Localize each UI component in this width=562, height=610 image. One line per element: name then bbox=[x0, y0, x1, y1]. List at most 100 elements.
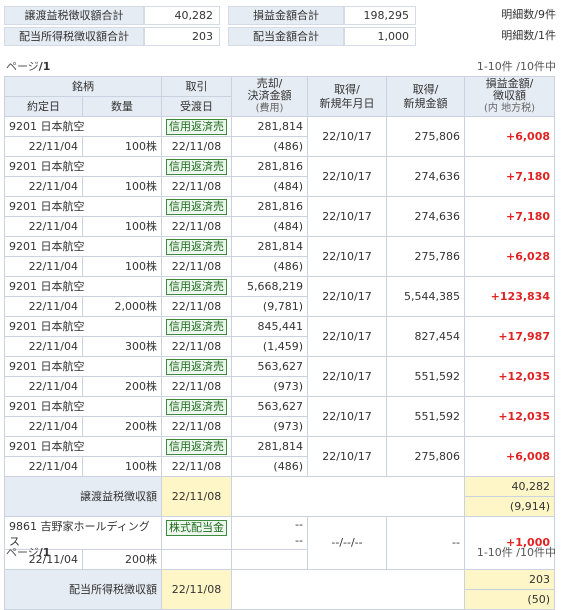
contract-date: 22/11/04 bbox=[4, 456, 83, 477]
summary-dividend-tax-value: 203 bbox=[144, 27, 220, 46]
dividend-qty: 200株 bbox=[82, 549, 162, 570]
contract-date: 22/11/04 bbox=[4, 336, 83, 357]
sell-amount: 281,814 bbox=[231, 436, 308, 457]
acq-amount: 551,592 bbox=[386, 396, 465, 437]
pager-top: ページ/1 bbox=[6, 58, 50, 74]
deal-type: 信用返済売 bbox=[161, 396, 232, 417]
header-qty: 数量 bbox=[82, 96, 162, 117]
fee-amount: (484) bbox=[231, 176, 308, 197]
table-row: 9201 日本航空 信用返済売 281,816 22/10/17 274,636… bbox=[4, 156, 555, 197]
pager-bottom: ページ/1 bbox=[6, 544, 50, 560]
table-row: 9201 日本航空 信用返済売 845,441 22/10/17 827,454… bbox=[4, 316, 555, 357]
transfer-tax-local: (9,914) bbox=[464, 496, 555, 517]
pager-page: /1 bbox=[38, 60, 51, 73]
table-row: 9201 日本航空 信用返済売 281,814 22/10/17 275,786… bbox=[4, 236, 555, 277]
brand-name[interactable]: 9201 日本航空 bbox=[4, 396, 162, 417]
contract-date: 22/11/04 bbox=[4, 216, 83, 237]
table-row-sub: 22/11/04 2,000株 22/11/08 (9,781) bbox=[4, 296, 555, 317]
delivery-date: 22/11/08 bbox=[161, 256, 232, 277]
brand-name[interactable]: 9201 日本航空 bbox=[4, 236, 162, 257]
acq-date: 22/10/17 bbox=[307, 156, 387, 197]
quantity: 100株 bbox=[82, 216, 162, 237]
pl-amount: +6,028 bbox=[464, 236, 555, 277]
brand-name[interactable]: 9201 日本航空 bbox=[4, 196, 162, 217]
pl-amount: +123,834 bbox=[464, 276, 555, 317]
table-row: 9201 日本航空 信用返済売 281,814 22/10/17 275,806… bbox=[4, 116, 555, 157]
quantity: 100株 bbox=[82, 256, 162, 277]
deal-badge: 信用返済売 bbox=[166, 158, 227, 175]
pager-prefix: ページ bbox=[6, 60, 39, 73]
header-pl: 損益金額/ 徴収額 (内 地方税) bbox=[464, 76, 555, 117]
dividend-tax-blank bbox=[231, 569, 465, 610]
sell-amount: 281,816 bbox=[231, 156, 308, 177]
header-contract-date: 約定日 bbox=[4, 96, 83, 117]
brand-name[interactable]: 9201 日本航空 bbox=[4, 116, 162, 137]
summary-transfer-tax-label: 譲渡益税徴収額合計 bbox=[4, 6, 144, 25]
deal-badge: 信用返済売 bbox=[166, 278, 227, 295]
dividend-tax-local: (50) bbox=[464, 589, 555, 610]
quantity: 200株 bbox=[82, 376, 162, 397]
pl-amount: +17,987 bbox=[464, 316, 555, 357]
header-fee-label: (費用) bbox=[255, 103, 284, 114]
brand-name[interactable]: 9201 日本航空 bbox=[4, 276, 162, 297]
acq-amount: 274,636 bbox=[386, 196, 465, 237]
delivery-date: 22/11/08 bbox=[161, 376, 232, 397]
quantity: 200株 bbox=[82, 416, 162, 437]
pager-range: 1-10件 /10件中 bbox=[476, 60, 556, 73]
header-delivery-date: 受渡日 bbox=[161, 96, 232, 117]
deal-type: 信用返済売 bbox=[161, 276, 232, 297]
summary-transfer-tax-value: 40,282 bbox=[144, 6, 220, 25]
transfer-tax-row-sub: (9,914) bbox=[5, 496, 555, 517]
deal-type: 信用返済売 bbox=[161, 116, 232, 137]
pl-amount: +12,035 bbox=[464, 356, 555, 397]
delivery-date: 22/11/08 bbox=[161, 456, 232, 477]
fee-amount: (973) bbox=[231, 416, 308, 437]
delivery-date: 22/11/08 bbox=[161, 296, 232, 317]
delivery-date: 22/11/08 bbox=[161, 416, 232, 437]
fee-amount: (486) bbox=[231, 256, 308, 277]
delivery-date: 22/11/08 bbox=[161, 336, 232, 357]
dividend-tax-row: 配当所得税徴収額 22/11/08 203 bbox=[4, 569, 555, 610]
quantity: 100株 bbox=[82, 176, 162, 197]
pl-amount: +6,008 bbox=[464, 116, 555, 157]
acq-date: 22/10/17 bbox=[307, 356, 387, 397]
dividend-pl: +1,000 bbox=[464, 516, 555, 570]
deal-badge: 信用返済売 bbox=[166, 118, 227, 135]
brand-name[interactable]: 9201 日本航空 bbox=[4, 316, 162, 337]
acq-amount: 275,806 bbox=[386, 116, 465, 157]
dividend-brand-line2: ス bbox=[9, 535, 20, 548]
deal-type: 信用返済売 bbox=[161, 356, 232, 377]
dividend-brand-line1: 9861 吉野家ホールディング bbox=[9, 520, 150, 533]
table-row: 9201 日本航空 信用返済売 563,627 22/10/17 551,592… bbox=[4, 356, 555, 397]
contract-date: 22/11/04 bbox=[4, 376, 83, 397]
table-row-sub: 22/11/04 100株 22/11/08 (484) bbox=[4, 216, 555, 237]
dividend-brand[interactable]: 9861 吉野家ホールディング ス bbox=[4, 516, 162, 550]
header-acq-amount: 取得/ 新規金額 bbox=[386, 76, 465, 117]
header-brand: 銘柄 bbox=[4, 76, 162, 97]
quantity: 2,000株 bbox=[82, 296, 162, 317]
brand-name[interactable]: 9201 日本航空 bbox=[4, 156, 162, 177]
acq-amount: 275,786 bbox=[386, 236, 465, 277]
transfer-tax-row: 譲渡益税徴収額 22/11/08 40,282 bbox=[4, 476, 555, 517]
sell-amount: 5,668,219 bbox=[231, 276, 308, 297]
delivery-date: 22/11/08 bbox=[161, 136, 232, 157]
quantity: 100株 bbox=[82, 456, 162, 477]
fee-amount: (486) bbox=[231, 136, 308, 157]
deal-badge: 信用返済売 bbox=[166, 318, 227, 335]
deal-type: 信用返済売 bbox=[161, 236, 232, 257]
brand-name[interactable]: 9201 日本航空 bbox=[4, 436, 162, 457]
sell-amount: 563,627 bbox=[231, 356, 308, 377]
contract-date: 22/11/04 bbox=[4, 256, 83, 277]
header-sell: 売却/ 決済金額 (費用) bbox=[231, 76, 308, 117]
pl-amount: +7,180 bbox=[464, 196, 555, 237]
brand-name[interactable]: 9201 日本航空 bbox=[4, 356, 162, 377]
acq-amount: 274,636 bbox=[386, 156, 465, 197]
header-pl-sub: (内 地方税) bbox=[484, 103, 535, 114]
table-row: 9201 日本航空 信用返済売 281,816 22/10/17 274,636… bbox=[4, 196, 555, 237]
deal-type: 信用返済売 bbox=[161, 436, 232, 457]
fee-amount: (486) bbox=[231, 456, 308, 477]
dividend-sell-2: -- bbox=[295, 534, 303, 547]
quantity: 300株 bbox=[82, 336, 162, 357]
dividend-tax-label: 配当所得税徴収額 bbox=[4, 569, 162, 610]
summary-count-1: 明細数/9件 bbox=[501, 8, 556, 21]
